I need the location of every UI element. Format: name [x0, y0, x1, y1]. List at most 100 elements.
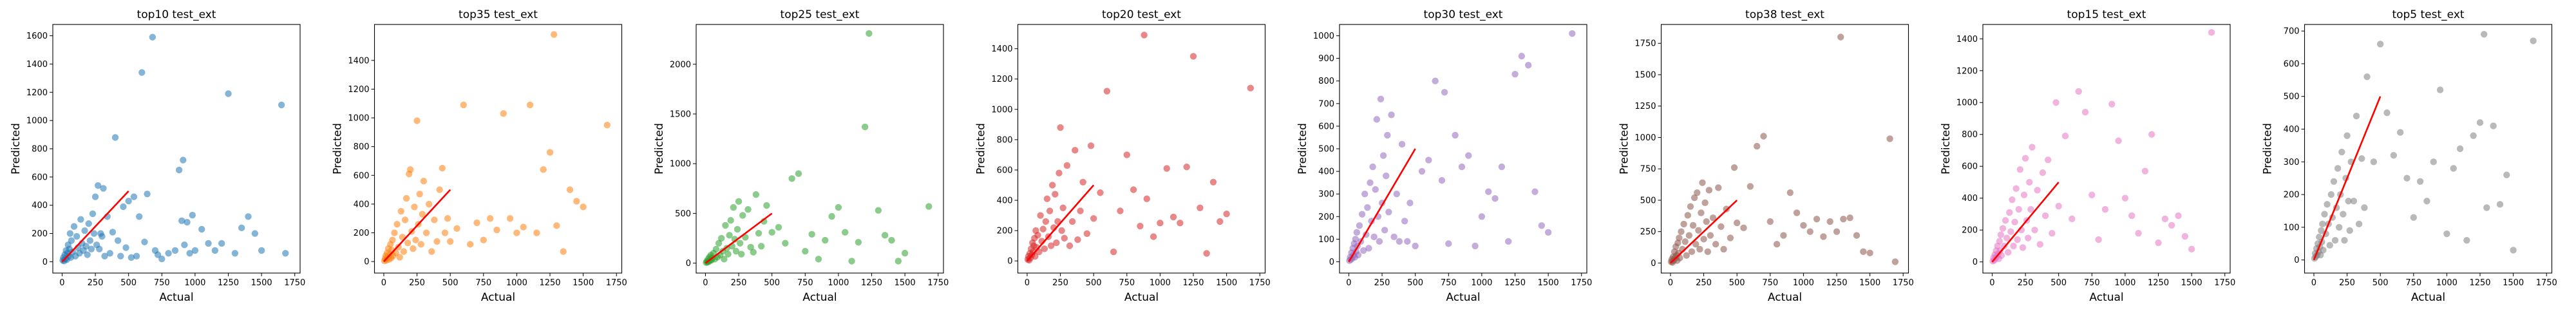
data-point	[1458, 163, 1466, 171]
data-point	[1699, 179, 1706, 186]
chart-panel-6: top15 test_ext 0 250 500 750 1000 1250 1500 1750…	[1940, 8, 2235, 304]
chart-panel-0: top10 test_ext 0 250 500 750 1000 1250 1500 1750…	[10, 8, 305, 304]
data-point	[1492, 195, 1499, 202]
data-point	[1432, 77, 1439, 84]
data-point	[2181, 232, 2189, 240]
data-point	[91, 193, 99, 200]
data-point	[149, 33, 156, 41]
y-tick-label: 400	[354, 200, 370, 209]
x-tick-label: 1500	[2503, 278, 2524, 288]
y-tick-label: 1000	[1313, 32, 1334, 41]
data-point	[1157, 220, 1164, 227]
data-point	[480, 236, 487, 243]
data-point	[82, 243, 90, 250]
data-point	[2168, 222, 2175, 229]
x-tick-label: 1500	[573, 278, 594, 288]
data-point	[460, 101, 468, 109]
x-tick-label: 750	[2084, 278, 2100, 288]
data-point	[2002, 217, 2009, 224]
x-tick-label: 750	[1119, 278, 1135, 288]
x-tick-label: 250	[731, 278, 747, 288]
data-point	[2026, 178, 2033, 186]
data-point	[1700, 236, 1707, 243]
data-point	[70, 223, 78, 230]
data-point	[1840, 215, 1847, 223]
data-point	[1694, 189, 1701, 196]
data-point	[1110, 248, 1117, 256]
chart-panel-7: top5 test_ext 0 250 500 750 1000 1250 1500 1750 0…	[2262, 8, 2557, 304]
data-point	[2005, 249, 2012, 256]
y-tick-label: 200	[997, 227, 1013, 236]
data-point	[1996, 238, 2003, 245]
data-point	[1352, 236, 1359, 243]
data-point	[2335, 223, 2343, 231]
data-point	[1786, 189, 1794, 196]
data-point	[1052, 191, 1059, 198]
data-point	[1504, 238, 1512, 245]
data-point	[1359, 247, 1367, 254]
data-point	[1090, 215, 1097, 222]
data-point	[2410, 214, 2417, 221]
data-point	[2390, 151, 2398, 159]
data-point	[205, 240, 212, 247]
data-point	[2470, 132, 2477, 139]
data-points	[1667, 33, 1899, 266]
data-point	[1806, 228, 1814, 235]
x-tick-label: 0	[59, 278, 64, 288]
data-point	[735, 198, 743, 205]
data-point	[1074, 236, 1081, 243]
data-point	[1518, 52, 1526, 60]
data-point	[1143, 195, 1150, 202]
data-point	[1674, 240, 1681, 247]
data-point	[186, 250, 193, 257]
data-point	[180, 156, 187, 164]
data-point	[133, 252, 140, 260]
data-point	[1704, 248, 1711, 256]
data-point	[407, 166, 414, 173]
data-point	[2344, 132, 2351, 139]
data-point	[2416, 178, 2424, 185]
chart-panel-1: top35 test_ext 0 250 500 750 1000 1250 1500 1750…	[332, 8, 627, 304]
data-point	[1712, 240, 1719, 248]
data-point	[431, 216, 438, 223]
data-point	[1103, 88, 1111, 95]
data-point	[715, 240, 723, 247]
data-point	[1452, 131, 1459, 139]
x-tick-label: 1750	[927, 278, 949, 288]
plot-frame	[374, 24, 623, 274]
data-point	[2088, 191, 2096, 198]
data-point	[1072, 147, 1079, 154]
data-point	[1056, 169, 1063, 176]
data-point	[278, 101, 285, 109]
data-point	[94, 182, 102, 189]
x-tick-label: 500	[1407, 278, 1423, 288]
y-tick-label: 1200	[26, 88, 48, 98]
x-tick-label: 1750	[284, 278, 305, 288]
data-point	[755, 230, 762, 237]
data-point	[128, 254, 135, 261]
x-tick-label: 750	[797, 278, 813, 288]
data-point	[1687, 203, 1694, 210]
data-point	[1538, 222, 1546, 229]
data-point	[99, 232, 106, 240]
x-tick-label: 1250	[2469, 278, 2490, 288]
data-point	[466, 241, 474, 248]
data-point	[1361, 190, 1368, 198]
data-point	[775, 223, 782, 231]
data-point	[2034, 187, 2041, 194]
data-point	[1412, 242, 1419, 250]
x-tick-label: 500	[442, 278, 459, 288]
data-point	[1511, 71, 1519, 78]
data-point	[1068, 218, 1076, 225]
data-point	[1046, 207, 1054, 214]
x-tick-label: 500	[1086, 278, 1102, 288]
fit-line	[383, 189, 451, 263]
fit-line	[1026, 184, 1095, 262]
data-point	[763, 202, 770, 209]
y-tick-label: 0	[364, 258, 369, 267]
data-point	[835, 204, 842, 211]
y-tick-label: 2000	[670, 60, 691, 70]
data-point	[1059, 204, 1066, 211]
plot-frame	[696, 24, 944, 274]
